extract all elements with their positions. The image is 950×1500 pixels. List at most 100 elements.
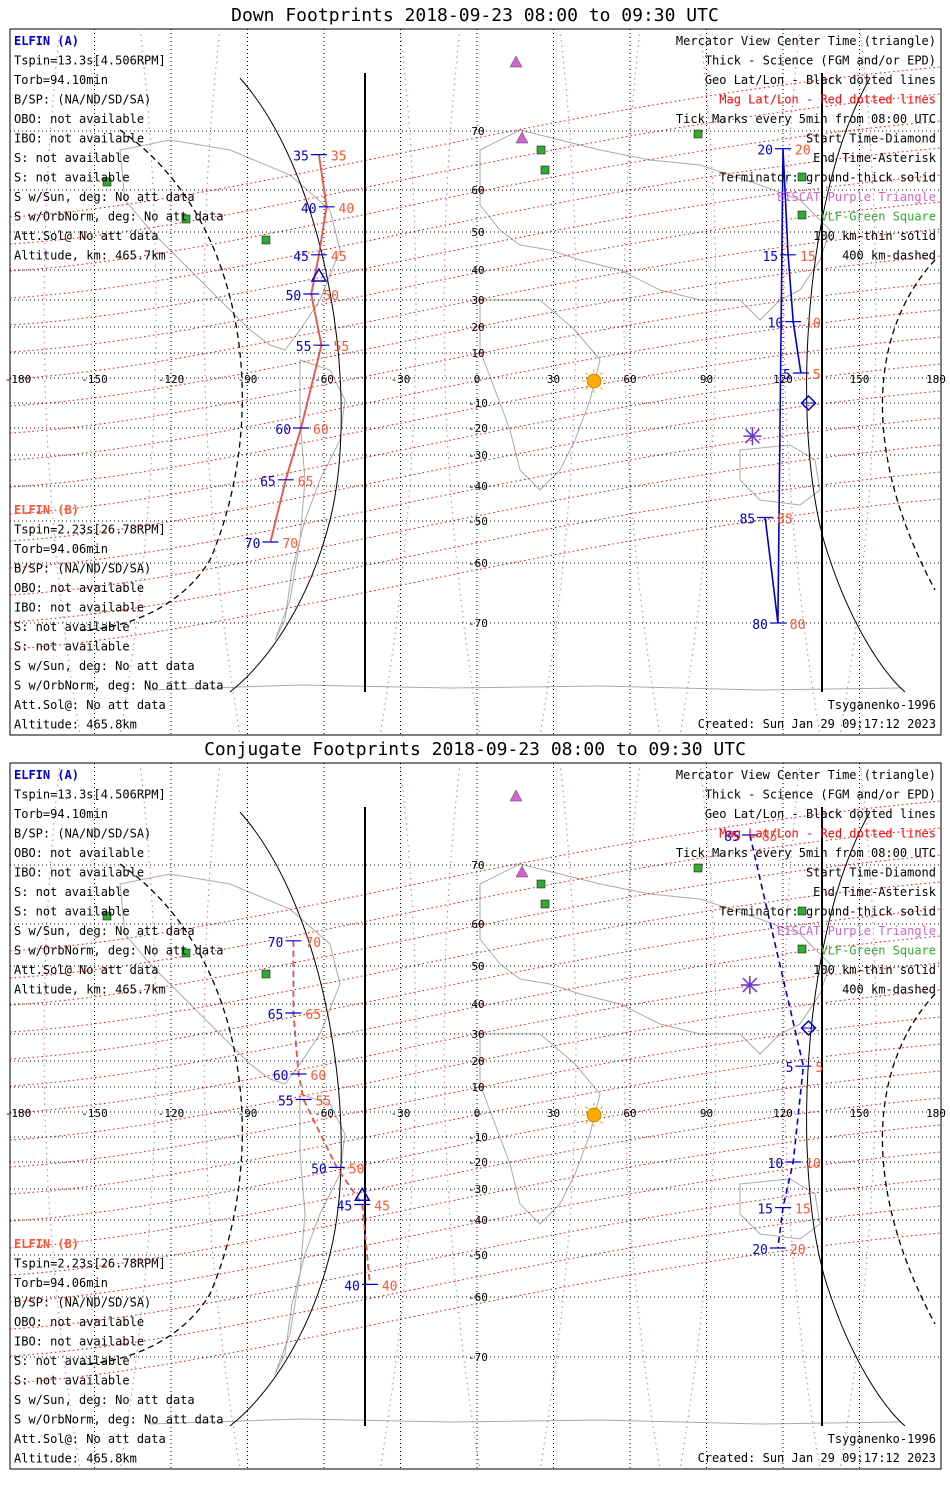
created-timestamp: Created: Sun Jan 29 09:17:12 2023 xyxy=(698,1451,936,1465)
elfin-b-info-line: S w/Sun, deg: No att data xyxy=(14,659,195,673)
continent-outline xyxy=(739,1178,821,1240)
lat-tick-label: 50 xyxy=(471,960,484,973)
sun-ray xyxy=(600,372,603,375)
track-tick-label-geo: 50 xyxy=(286,289,302,304)
mag-lon-line xyxy=(623,762,661,1470)
lat-tick-label: 70 xyxy=(471,125,484,138)
legend-entry: Terminator: ground-thick solid xyxy=(719,171,936,185)
elfin-a-info-line: Tspin=13.3s[4.506RPM] xyxy=(14,788,166,802)
model-label: Tsyganenko-1996 xyxy=(828,1432,936,1446)
track-tick-label-mag: 40 xyxy=(339,202,355,217)
track-tick-label-mag: 65 xyxy=(298,475,314,490)
legend-entry: Start Time-Diamond xyxy=(806,132,936,146)
mag-lon-line xyxy=(43,28,81,736)
mag-lat-line xyxy=(9,228,942,380)
continent-outline xyxy=(119,139,341,351)
vlf-square xyxy=(261,235,271,245)
lon-tick-label: 0 xyxy=(474,373,481,386)
track-tick-label-geo: 20 xyxy=(752,1243,768,1258)
track-tick-label-geo: 65 xyxy=(260,475,276,490)
track-tick-label-mag: 85 xyxy=(777,513,793,528)
continent-outline xyxy=(479,863,831,1055)
mag-lon-line xyxy=(443,762,481,1470)
vlf-square xyxy=(181,214,191,224)
created-timestamp: Created: Sun Jan 29 09:17:12 2023 xyxy=(698,717,936,731)
elfin-b-info-line: Tspin=2.23s[26.78RPM] xyxy=(14,523,166,537)
altitude-100km-curve xyxy=(229,77,342,693)
sun-ray xyxy=(600,387,603,390)
track-tick-label-geo: 80 xyxy=(752,618,768,633)
track-tick-label-mag: 40 xyxy=(382,1279,398,1294)
mag-lat-line xyxy=(9,935,942,1087)
lat-tick-label: -30 xyxy=(468,1183,488,1196)
track-tick-label-geo: 15 xyxy=(762,250,778,265)
mag-lon-line xyxy=(623,28,661,736)
mag-lon-line xyxy=(119,762,157,1470)
continent-outline xyxy=(479,1033,601,1225)
elfin-a-info-line: Att.Sol@ No att data xyxy=(14,229,159,243)
lon-tick-label: -150 xyxy=(81,1107,108,1120)
vlf-square xyxy=(536,145,546,155)
sun-ray xyxy=(585,387,588,390)
vlf-square xyxy=(797,210,807,220)
track-tick-label-mag: 50 xyxy=(349,1162,365,1177)
vlf-square xyxy=(181,948,191,958)
mag-lat-line xyxy=(9,989,942,1141)
continent-outline xyxy=(119,873,341,1085)
sun-ray xyxy=(585,1121,588,1124)
elfin-b-info-line: B/SP: (NA/ND/SD/SA) xyxy=(14,562,151,576)
mag-lon-line xyxy=(443,28,481,736)
lon-tick-label: 60 xyxy=(623,1107,636,1120)
elfin-b-info-line: S: not available xyxy=(14,620,130,634)
lat-tick-label: -20 xyxy=(468,1156,488,1169)
track-tick-label-mag: 70 xyxy=(282,537,298,552)
lat-tick-label: 40 xyxy=(471,264,484,277)
mag-lat-line xyxy=(9,174,942,326)
legend-entry: Geo Lat/Lon - Black dotted lines xyxy=(705,73,936,87)
track-tick-label-geo: 40 xyxy=(344,1279,360,1294)
legend-entry: Mag Lat/Lon - Red dotted lines xyxy=(719,93,936,107)
track-tick-label-mag: 10 xyxy=(805,317,821,332)
legend-entry: Tick Marks every 5min from 08:00 UTC xyxy=(676,846,936,860)
legend-entry: 100 km-thin solid xyxy=(813,229,936,243)
elfin-a-info-line: S: not available xyxy=(14,171,130,185)
track-tick-label-geo: 85 xyxy=(739,513,755,528)
mag-lon-line xyxy=(539,28,577,736)
lat-tick-label: -50 xyxy=(468,1249,488,1262)
track-tick-label-geo: 50 xyxy=(311,1162,327,1177)
track-tick-label-geo: 70 xyxy=(245,537,261,552)
legend-entry: Mercator View Center Time (triangle) xyxy=(676,768,936,782)
track-tick-label-mag: 45 xyxy=(331,250,347,265)
legend-entry: EISCAT-Purple Triangle xyxy=(777,190,936,204)
elfin-b-info-line: Torb=94.06min xyxy=(14,1276,108,1290)
mag-lon-line xyxy=(783,762,821,1470)
end-time-asterisk xyxy=(744,428,760,444)
elfin-a-info-line: IBO: not available xyxy=(14,132,144,146)
mag-lon-line xyxy=(839,762,877,1470)
track-tick-label-mag: 5 xyxy=(815,1061,823,1076)
vlf-square xyxy=(693,129,703,139)
lat-tick-label: -40 xyxy=(468,480,488,493)
down-footprints-map: -180 -150 -120 -90 -60 -30 0 30 60 90 120 150 180 70 6… xyxy=(5,28,946,736)
lon-tick-label: 180 xyxy=(926,373,946,386)
track-tick-label-mag: 20 xyxy=(790,1243,806,1258)
model-label: Tsyganenko-1996 xyxy=(828,698,936,712)
continent-outline xyxy=(479,299,601,491)
elfin-a-info-line: OBO: not available xyxy=(14,846,144,860)
sun-ray xyxy=(600,1106,603,1109)
elfin-a-info-line: OBO: not available xyxy=(14,112,144,126)
mag-lon-line xyxy=(679,762,717,1470)
mag-lat-line xyxy=(9,1124,942,1276)
altitude-400km-curve xyxy=(881,993,936,1325)
track-tick-label-mag: 5 xyxy=(813,368,821,383)
lon-tick-label: 120 xyxy=(773,1107,793,1120)
lat-tick-label: 50 xyxy=(471,226,484,239)
lat-tick-label: 40 xyxy=(471,998,484,1011)
track-tick-label-geo: 60 xyxy=(275,423,291,438)
track-tick-label-geo: 65 xyxy=(268,1008,284,1023)
elfin-b-name: ELFIN (B) xyxy=(14,503,79,517)
lon-tick-label: 120 xyxy=(773,373,793,386)
elfin-b-info-line: S: not available xyxy=(14,640,130,654)
elfin-a-info-line: S w/Sun, deg: No att data xyxy=(14,924,195,938)
panel2-title: Conjugate Footprints 2018-09-23 08:00 to… xyxy=(204,739,746,760)
